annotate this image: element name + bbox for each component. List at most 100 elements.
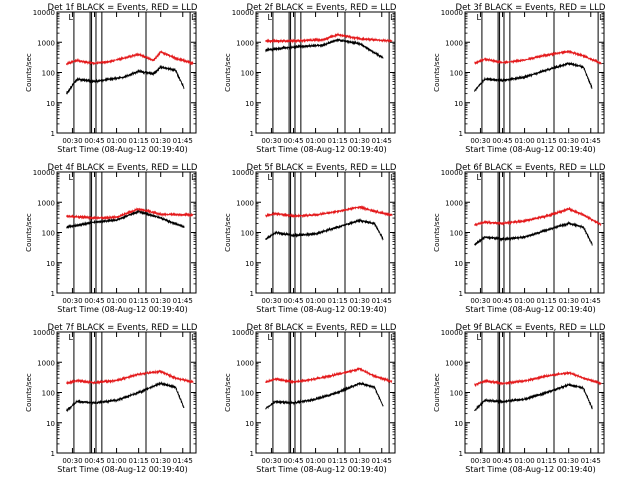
detector-panel-4: Det 4f BLACK = Events, RED = LLD 1 10 100 10… xyxy=(25,163,198,314)
x-tick-label: 01:15 xyxy=(537,137,557,145)
x-tick-label: 01:15 xyxy=(328,297,348,305)
y-tick-label: 1000 xyxy=(37,39,55,47)
detector-panel-8: Det 8f BLACK = Events, RED = LLD 1 10 100 10… xyxy=(224,323,397,474)
x-tick-label: 00:45 xyxy=(283,297,303,305)
marker-label: L xyxy=(267,333,272,342)
detector-panel-6: Det 6f BLACK = Events, RED = LLD 1 10 100 10… xyxy=(433,163,606,314)
y-axis-label: Counts/sec xyxy=(224,213,232,252)
marker-label: L xyxy=(267,173,272,182)
plot-frame xyxy=(464,11,605,134)
y-tick-label: 10 xyxy=(454,260,463,268)
x-axis-label: Start Time (08-Aug-12 00:19:40) xyxy=(256,465,387,474)
y-tick-label: 10000 xyxy=(441,169,463,177)
x-tick-label: 00:30 xyxy=(62,457,82,465)
plot-frame xyxy=(56,171,197,294)
x-tick-label: 00:45 xyxy=(492,137,512,145)
panel-title: Det 3f BLACK = Events, RED = LLD xyxy=(456,3,606,13)
x-tick-label: 00:30 xyxy=(261,297,281,305)
panel-title: Det 9f BLACK = Events, RED = LLD xyxy=(456,323,606,333)
panel-title: Det 5f BLACK = Events, RED = LLD xyxy=(247,163,397,173)
y-tick-label: 10000 xyxy=(232,169,254,177)
y-tick-label: 1000 xyxy=(236,359,254,367)
x-tick-label: 00:30 xyxy=(470,457,490,465)
detector-panel-1: Det 1f BLACK = Events, RED = LLD 1 10 100 10… xyxy=(25,3,198,154)
series-line-lld xyxy=(66,49,194,66)
series-line-events xyxy=(474,382,593,412)
x-tick-label: 00:45 xyxy=(84,137,104,145)
y-axis-label: Counts/sec xyxy=(433,53,441,92)
marker-label: L xyxy=(191,13,196,22)
x-tick-label: 00:45 xyxy=(492,297,512,305)
x-tick-label: 00:45 xyxy=(283,137,303,145)
y-tick-label: 1 xyxy=(51,290,55,298)
x-tick-label: 00:30 xyxy=(62,297,82,305)
detector-panel-9: Det 9f BLACK = Events, RED = LLD 1 10 100 10… xyxy=(433,323,606,474)
x-tick-label: 01:30 xyxy=(559,457,579,465)
x-tick-label: 01:30 xyxy=(350,297,370,305)
y-tick-label: 1 xyxy=(250,290,254,298)
panel-title: Det 2f BLACK = Events, RED = LLD xyxy=(247,3,397,13)
y-tick-label: 100 xyxy=(42,230,55,238)
x-tick-label: 01:30 xyxy=(559,297,579,305)
y-tick-label: 1000 xyxy=(445,199,463,207)
x-tick-label: 00:30 xyxy=(261,457,281,465)
marker-label: L xyxy=(476,173,481,182)
panel-title: Det 8f BLACK = Events, RED = LLD xyxy=(247,323,397,333)
y-tick-label: 1 xyxy=(459,130,463,138)
x-tick-label: 00:30 xyxy=(470,137,490,145)
x-axis-label: Start Time (08-Aug-12 00:19:40) xyxy=(465,465,596,474)
series-line-lld xyxy=(474,206,602,227)
y-tick-label: 1 xyxy=(459,450,463,458)
series-line-lld xyxy=(66,369,194,385)
marker-label: L xyxy=(68,13,73,22)
marker-label: L xyxy=(476,333,481,342)
series-line-events xyxy=(265,38,384,59)
x-tick-label: 00:30 xyxy=(62,137,82,145)
y-tick-label: 1 xyxy=(250,450,254,458)
y-tick-label: 10 xyxy=(46,260,55,268)
x-tick-label: 01:30 xyxy=(151,137,171,145)
y-tick-label: 1000 xyxy=(445,359,463,367)
y-tick-label: 1000 xyxy=(37,359,55,367)
panel-title: Det 1f BLACK = Events, RED = LLD xyxy=(48,3,198,13)
x-tick-label: 01:30 xyxy=(559,137,579,145)
y-tick-label: 10000 xyxy=(33,9,55,17)
x-axis-label: Start Time (08-Aug-12 00:19:40) xyxy=(57,305,188,314)
plot-frame xyxy=(255,331,396,454)
marker-label: L xyxy=(68,173,73,182)
x-tick-label: 01:00 xyxy=(514,297,534,305)
x-tick-label: 00:45 xyxy=(283,457,303,465)
marker-label: L xyxy=(599,173,604,182)
y-tick-label: 100 xyxy=(241,230,254,238)
series-line-lld xyxy=(474,49,602,66)
x-tick-label: 01:45 xyxy=(173,297,193,305)
y-tick-label: 100 xyxy=(42,70,55,78)
y-tick-label: 1000 xyxy=(236,39,254,47)
marker-label: L xyxy=(267,13,272,22)
y-tick-label: 100 xyxy=(450,390,463,398)
x-tick-label: 01:15 xyxy=(129,297,149,305)
y-tick-label: 100 xyxy=(450,230,463,238)
y-tick-label: 100 xyxy=(450,70,463,78)
y-tick-label: 1000 xyxy=(445,39,463,47)
plot-frame xyxy=(56,11,197,134)
marker-label: L xyxy=(191,333,196,342)
y-tick-label: 1 xyxy=(459,290,463,298)
series-line-lld xyxy=(265,32,393,44)
y-axis-label: Counts/sec xyxy=(224,373,232,412)
x-tick-label: 01:45 xyxy=(173,137,193,145)
plot-frame xyxy=(464,331,605,454)
x-tick-label: 01:45 xyxy=(581,297,601,305)
x-tick-label: 01:15 xyxy=(129,457,149,465)
x-axis-label: Start Time (08-Aug-12 00:19:40) xyxy=(57,465,188,474)
x-tick-label: 01:15 xyxy=(129,137,149,145)
x-axis-label: Start Time (08-Aug-12 00:19:40) xyxy=(465,305,596,314)
x-tick-label: 01:45 xyxy=(173,457,193,465)
y-tick-label: 1 xyxy=(51,130,55,138)
y-tick-label: 1 xyxy=(51,450,55,458)
x-tick-label: 01:00 xyxy=(305,297,325,305)
y-tick-label: 1000 xyxy=(236,199,254,207)
detector-panel-7: Det 7f BLACK = Events, RED = LLD 1 10 100 10… xyxy=(25,323,198,474)
series-line-events xyxy=(66,209,185,230)
x-tick-label: 01:15 xyxy=(537,457,557,465)
